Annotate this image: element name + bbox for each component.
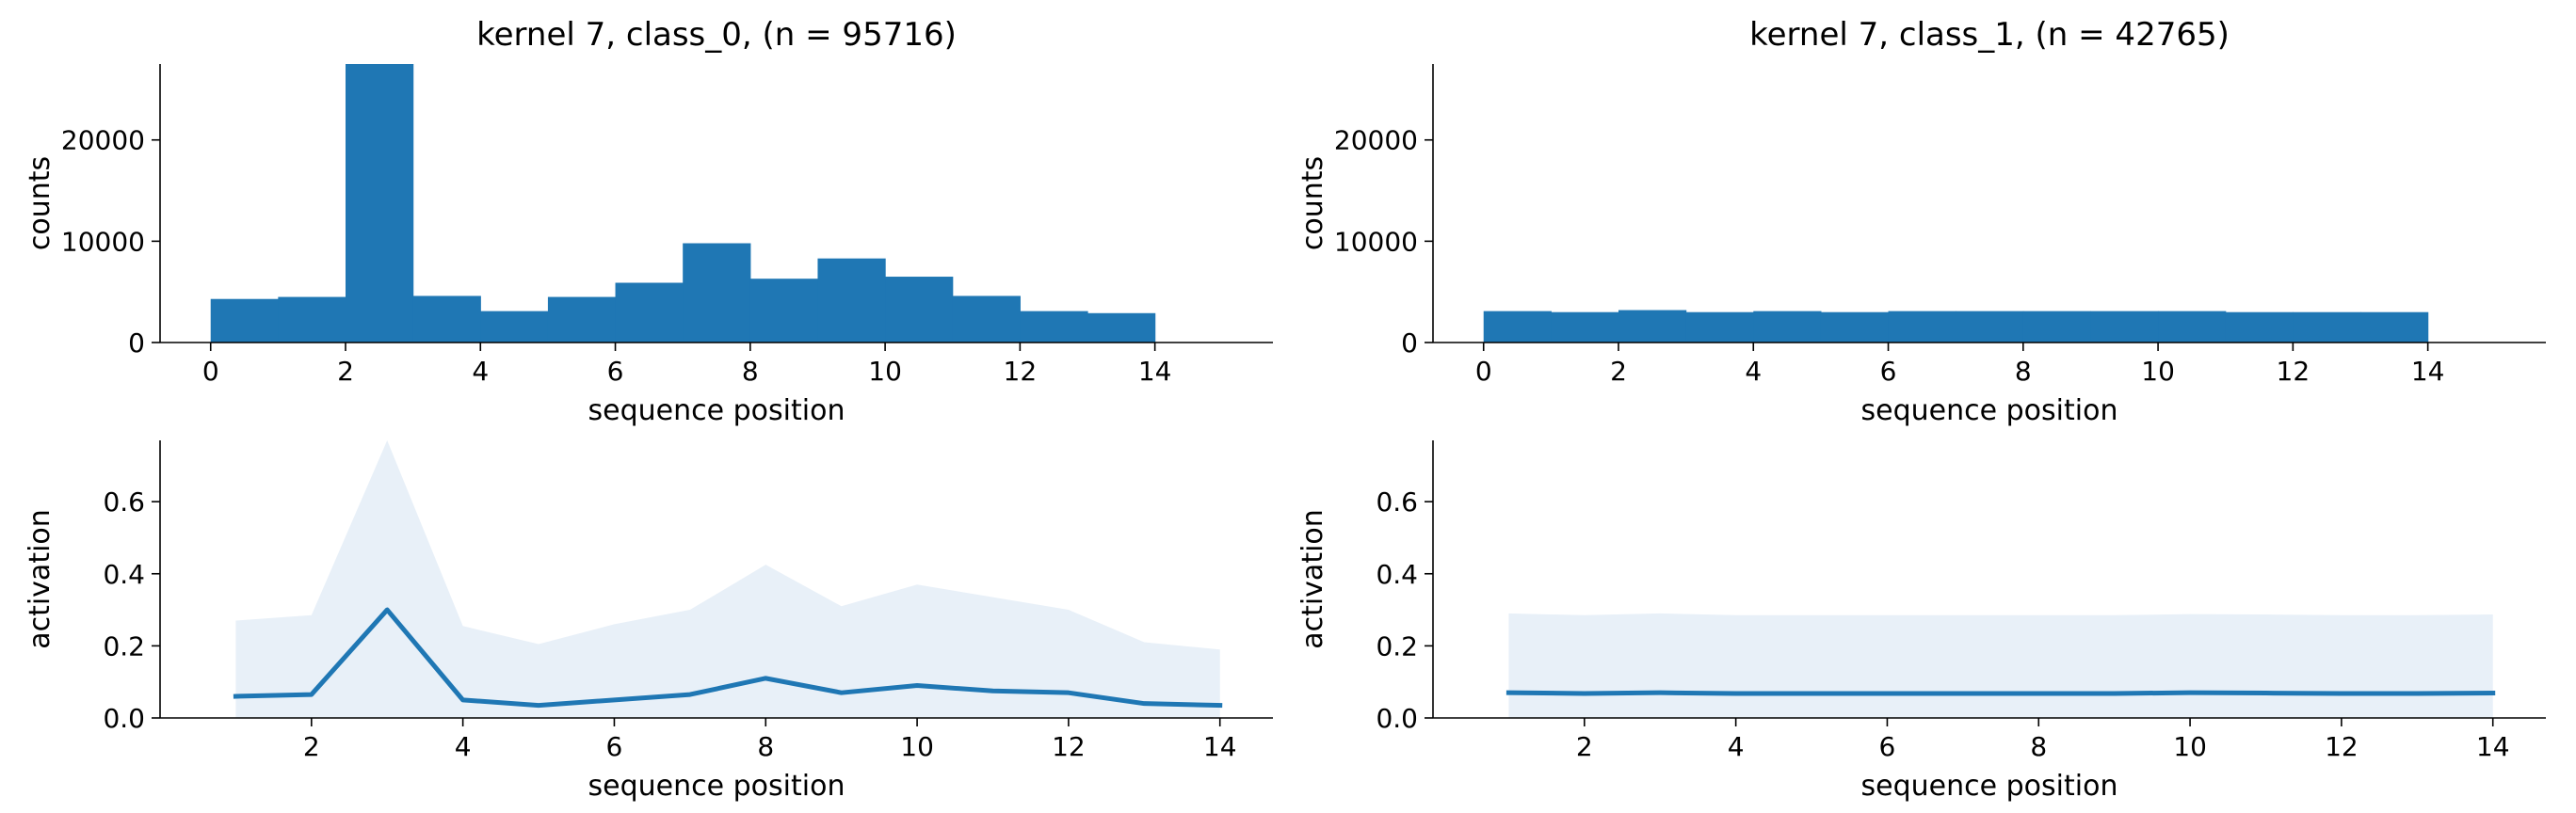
x-tick-label: 8	[2030, 731, 2047, 762]
y-axis-label: counts	[1296, 156, 1329, 250]
histogram-bar	[1820, 311, 1890, 343]
chart-panel-3: 2 4 6 8 10 12 14 0.0 0.2 0.4 0.6 sequence position a…	[1296, 440, 2546, 803]
histogram-bar	[278, 296, 346, 343]
y-tick-label: 0.0	[103, 703, 145, 734]
histogram-bar	[346, 64, 414, 343]
chart-marks	[210, 64, 1156, 343]
x-axis-label: sequence position	[1861, 394, 2118, 427]
activation-mean-line	[233, 607, 1223, 709]
x-tick-label: 10	[900, 731, 934, 762]
y-tick-label: 10000	[61, 226, 145, 257]
chart-marks	[1505, 613, 2496, 718]
x-tick-label: 14	[2411, 356, 2445, 387]
x-tick-label: 6	[607, 356, 624, 387]
histogram-bar	[480, 311, 549, 343]
chart-marks	[1483, 310, 2429, 343]
activation-band	[1508, 613, 2493, 718]
y-axis-label: counts	[24, 156, 56, 250]
histogram-bar	[547, 296, 617, 343]
x-tick-label: 12	[2277, 356, 2310, 387]
x-tick-label: 14	[2476, 731, 2510, 762]
x-tick-label: 2	[1610, 356, 1627, 387]
y-tick-label: 0	[128, 327, 145, 359]
x-tick-label: 4	[1728, 731, 1745, 762]
histogram-bar	[1956, 311, 2024, 343]
histogram-bar	[2022, 311, 2092, 343]
histogram-bar	[1753, 311, 1822, 343]
x-axis-label: sequence position	[588, 770, 845, 803]
y-tick-label: 10000	[1334, 226, 1418, 257]
y-tick-label: 0.2	[1376, 630, 1418, 662]
y-tick-label: 0.4	[1376, 559, 1418, 590]
x-tick-label: 10	[2173, 731, 2207, 762]
histogram-bar	[1685, 311, 1754, 343]
histogram-bar	[1087, 312, 1156, 343]
x-tick-label: 12	[2325, 731, 2359, 762]
histogram-bar	[885, 277, 954, 343]
x-tick-label: 10	[2141, 356, 2175, 387]
chart-panel-2: 2 4 6 8 10 12 14 0.0 0.2 0.4 0.6 sequence position a…	[24, 440, 1273, 803]
histogram-bar	[2293, 311, 2361, 343]
x-tick-label: 14	[1138, 356, 1172, 387]
x-tick-label: 6	[606, 731, 623, 762]
histogram-bar	[1618, 310, 1687, 343]
y-tick-label: 0.0	[1376, 703, 1418, 734]
x-tick-label: 14	[1203, 731, 1237, 762]
histogram-bar	[2225, 311, 2294, 343]
y-tick-label: 0	[1401, 327, 1418, 359]
chart-title: kernel 7, class_0, (n = 95716)	[476, 16, 957, 54]
x-axis-label: sequence position	[1861, 770, 2118, 803]
y-tick-label: 20000	[61, 125, 145, 156]
histogram-bar	[2158, 311, 2227, 343]
x-tick-label: 2	[337, 356, 354, 387]
x-tick-label: 10	[868, 356, 902, 387]
histogram-bar	[1483, 311, 1552, 343]
histogram-bar	[2360, 311, 2429, 343]
x-tick-label: 4	[1745, 356, 1762, 387]
histogram-bar	[1020, 311, 1088, 343]
activation-band	[235, 440, 1220, 718]
y-tick-label: 0.2	[103, 630, 145, 662]
y-axis-label: activation	[24, 509, 56, 649]
x-tick-label: 8	[757, 731, 774, 762]
histogram-bar	[817, 258, 886, 343]
x-tick-label: 6	[1879, 731, 1896, 762]
histogram-bar	[412, 295, 481, 343]
y-axis-label: activation	[1296, 509, 1329, 649]
histogram-bar	[749, 279, 819, 343]
histogram-bar	[952, 295, 1021, 343]
x-tick-label: 6	[1880, 356, 1897, 387]
chart-title: kernel 7, class_1, (n = 42765)	[1749, 16, 2230, 54]
y-tick-label: 20000	[1334, 125, 1418, 156]
x-tick-label: 12	[1052, 731, 1086, 762]
x-tick-label: 2	[1576, 731, 1593, 762]
y-tick-label: 0.6	[103, 486, 145, 518]
chart-panel-1: 0 2 4 6 8 10 12 14 0 10000 20000 sequence position c…	[1296, 16, 2546, 427]
x-tick-label: 8	[2015, 356, 2032, 387]
y-tick-label: 0.4	[103, 559, 145, 590]
y-tick-label: 0.6	[1376, 486, 1418, 518]
chart-marks	[233, 440, 1223, 718]
histogram-bar	[683, 243, 751, 343]
histogram-bar	[1551, 311, 1619, 343]
x-tick-label: 2	[303, 731, 320, 762]
x-tick-label: 8	[742, 356, 759, 387]
histogram-bar	[1888, 311, 1956, 343]
x-tick-label: 4	[455, 731, 472, 762]
x-tick-label: 4	[472, 356, 489, 387]
chart-panel-0: 0 2 4 6 8 10 12 14 0 10000 20000 sequence position c…	[24, 16, 1273, 427]
x-tick-label: 0	[202, 356, 219, 387]
histogram-bar	[2090, 311, 2159, 343]
x-tick-label: 0	[1475, 356, 1492, 387]
x-tick-label: 12	[1004, 356, 1038, 387]
histogram-bar	[210, 298, 279, 343]
histogram-bar	[615, 282, 684, 343]
x-axis-label: sequence position	[588, 394, 845, 427]
